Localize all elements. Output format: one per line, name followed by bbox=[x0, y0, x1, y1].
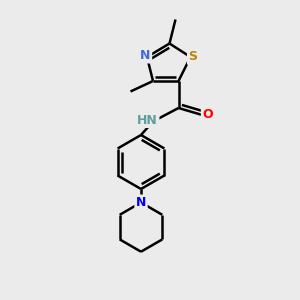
Text: S: S bbox=[188, 50, 197, 64]
Text: O: O bbox=[202, 108, 213, 122]
Text: N: N bbox=[140, 49, 151, 62]
Text: N: N bbox=[136, 196, 146, 209]
Text: HN: HN bbox=[137, 113, 158, 127]
